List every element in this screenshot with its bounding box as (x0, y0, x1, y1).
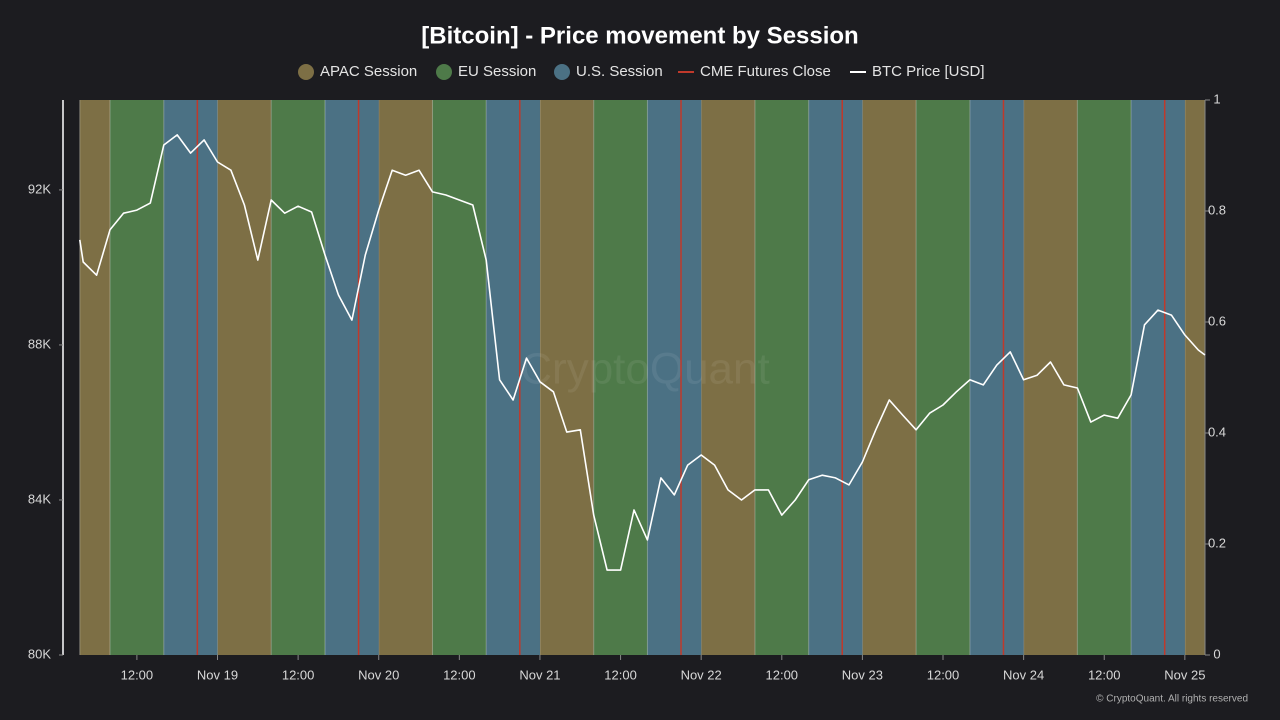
session-band (271, 100, 325, 655)
session-band (163, 100, 218, 655)
footer: © CryptoQuant. All rights reserved (1096, 694, 1248, 705)
session-band (486, 100, 540, 655)
x-tick-label: 12:00 (927, 667, 960, 682)
x-tick-label: 12:00 (121, 667, 154, 682)
y-tick-label: 80K (28, 646, 51, 661)
session-band (969, 100, 1024, 655)
legend-label: APAC Session (320, 63, 417, 80)
session-band (1131, 100, 1185, 655)
y2-tick-label: 0.8 (1208, 202, 1226, 217)
chart-title: [Bitcoin] - Price movement by Session (421, 22, 858, 49)
session-band (754, 100, 809, 655)
watermark: CryptoQuant (520, 345, 769, 394)
session-band (916, 100, 970, 655)
x-tick-label: Nov 24 (1003, 667, 1044, 682)
session-band (593, 100, 648, 655)
x-tick-label: Nov 21 (519, 667, 560, 682)
x-tick-label: Nov 20 (358, 667, 399, 682)
x-tick-label: 12:00 (1088, 667, 1121, 682)
session-band (110, 100, 164, 655)
legend-label: CME Futures Close (700, 63, 831, 80)
x-tick-label: Nov 22 (681, 667, 722, 682)
session-band (808, 100, 863, 655)
x-tick-label: Nov 25 (1164, 667, 1205, 682)
x-tick-label: 12:00 (604, 667, 637, 682)
y2-tick-label: 0.4 (1208, 424, 1226, 439)
session-band (862, 100, 917, 655)
legend-swatch (554, 64, 570, 80)
session-band (647, 100, 702, 655)
legend-label: BTC Price [USD] (872, 63, 985, 80)
x-tick-label: Nov 19 (197, 667, 238, 682)
session-band (1184, 100, 1205, 655)
y2-tick-label: 0 (1213, 646, 1220, 661)
legend-swatch (436, 64, 452, 80)
session-band (539, 100, 594, 655)
session-band (217, 100, 272, 655)
y-tick-label: 88K (28, 336, 51, 351)
legend-swatch (298, 64, 314, 80)
session-band (324, 100, 379, 655)
y2-tick-label: 1 (1213, 91, 1220, 106)
x-tick-label: 12:00 (282, 667, 315, 682)
session-band (378, 100, 433, 655)
session-band (1077, 100, 1132, 655)
x-tick-label: 12:00 (766, 667, 799, 682)
legend-label: EU Session (458, 63, 536, 80)
y2-tick-label: 0.2 (1208, 535, 1226, 550)
session-band (701, 100, 755, 655)
x-tick-label: 12:00 (443, 667, 476, 682)
y-tick-label: 92K (28, 181, 51, 196)
x-tick-label: Nov 23 (842, 667, 883, 682)
legend-label: U.S. Session (576, 63, 663, 80)
y-tick-label: 84K (28, 491, 51, 506)
session-band (79, 100, 111, 655)
session-band (432, 100, 487, 655)
y2-tick-label: 0.6 (1208, 313, 1226, 328)
price-line (79, 134, 1206, 571)
